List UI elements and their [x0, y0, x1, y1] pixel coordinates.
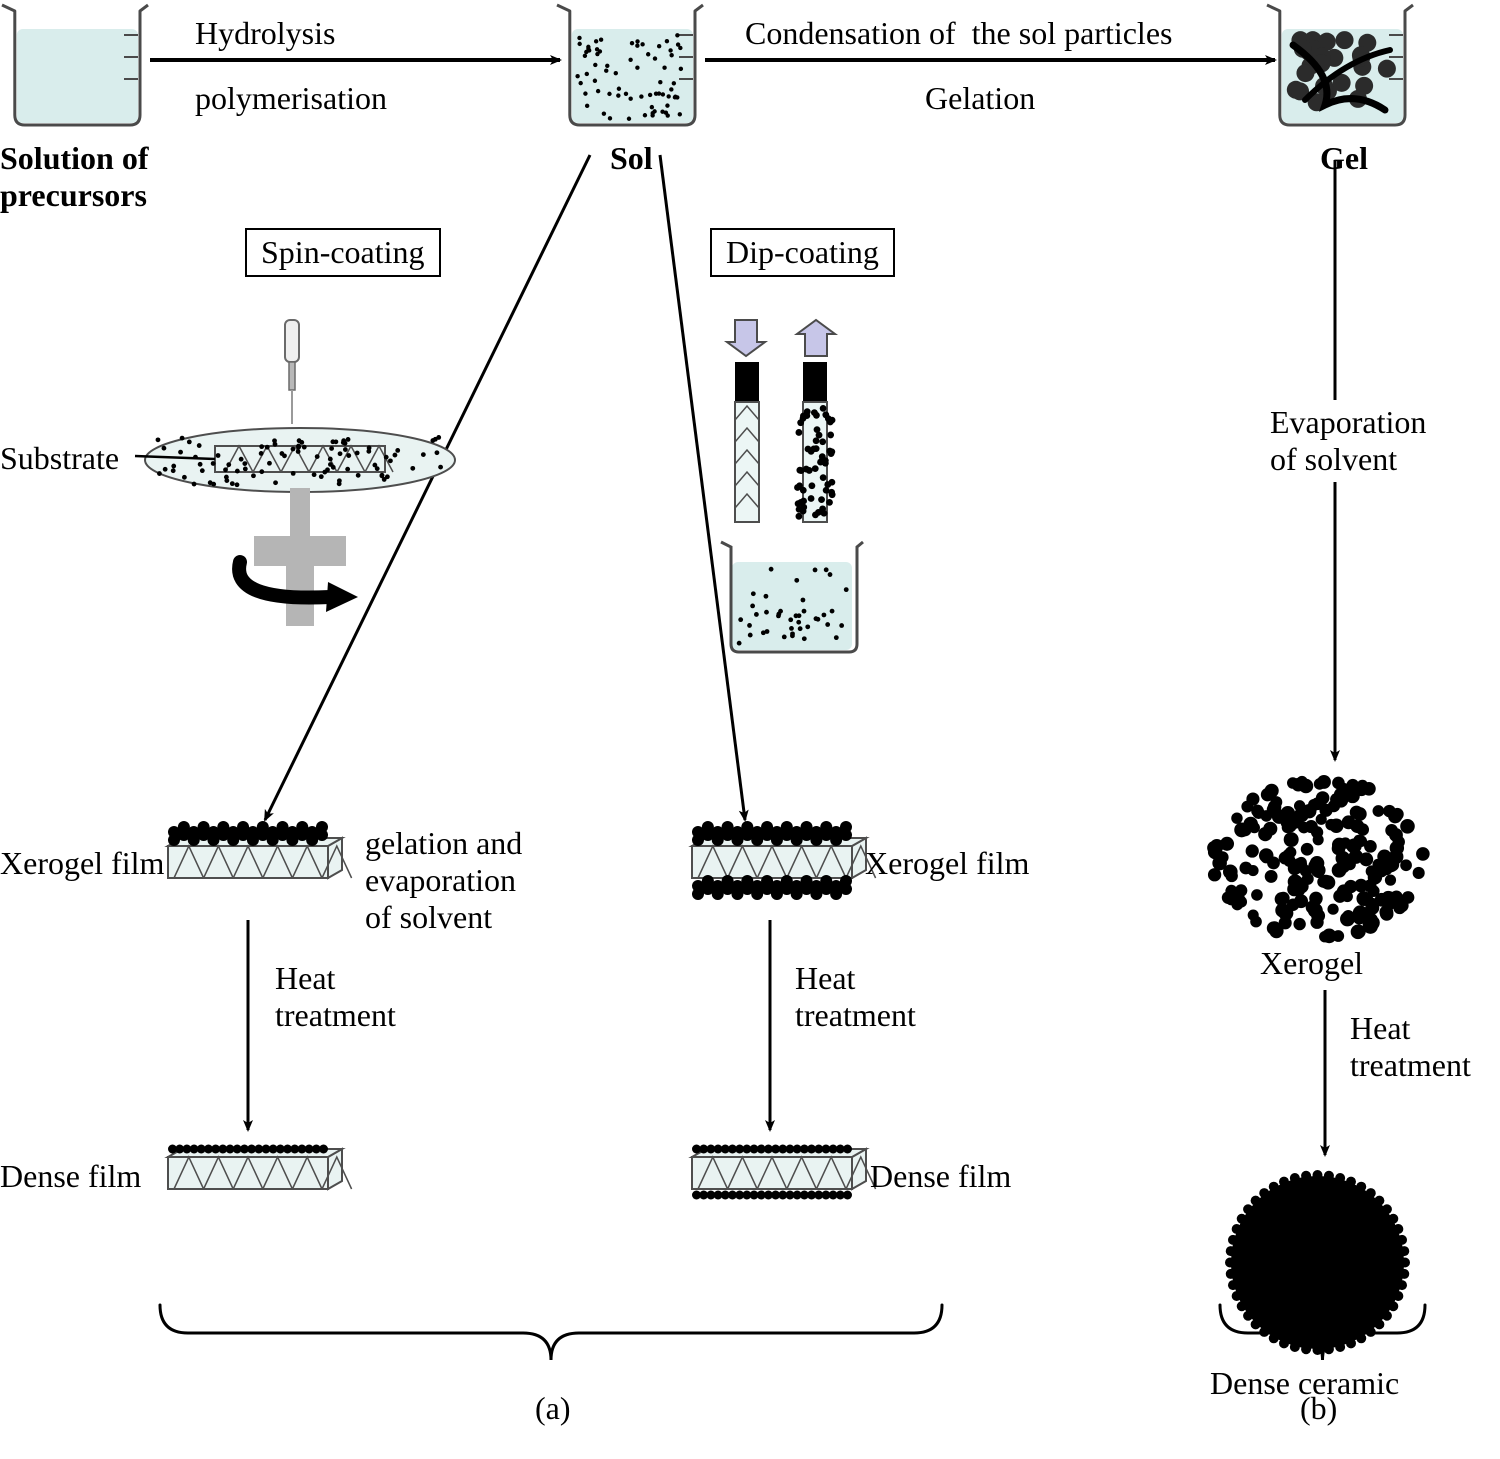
label-evap-solvent: Evaporation of solvent	[1270, 400, 1426, 482]
dip-coater-icon	[721, 320, 863, 652]
label-heat-treatment-right: Heat treatment	[795, 960, 916, 1034]
label-gelation: Gelation	[925, 80, 1035, 117]
diagram-graphics	[0, 0, 1500, 1459]
box-dip-coating-text: Dip-coating	[726, 234, 879, 270]
label-xerogel: Xerogel	[1260, 945, 1363, 982]
label-substrate: Substrate	[0, 440, 119, 477]
label-polymerisation: polymerisation	[195, 80, 387, 117]
label-gelation-evap: gelation and evaporation of solvent	[365, 825, 522, 935]
box-spin-coating-text: Spin-coating	[261, 234, 425, 270]
label-hydrolysis: Hydrolysis	[195, 15, 335, 52]
label-dense-film-left: Dense film	[0, 1158, 141, 1195]
label-xerogel-film-left: Xerogel film	[0, 845, 164, 882]
label-sol: Sol	[610, 140, 653, 177]
xerogel-icon	[1207, 775, 1430, 943]
label-dense-film-right: Dense film	[870, 1158, 1011, 1195]
label-gel: Gel	[1320, 140, 1368, 177]
spin-coater-icon	[135, 320, 455, 626]
figure-ref-a: (a)	[535, 1390, 571, 1427]
label-precursors: Solution of precursors	[0, 140, 148, 214]
diagram-stage: Solution of precursors Sol Gel Hydrolysi…	[0, 0, 1500, 1459]
box-dip-coating: Dip-coating	[710, 228, 895, 277]
label-xerogel-film-right: Xerogel film	[865, 845, 1029, 882]
box-spin-coating: Spin-coating	[245, 228, 441, 277]
label-heat-treatment-left: Heat treatment	[275, 960, 396, 1034]
label-condensation: Condensation of the sol particles	[745, 15, 1172, 52]
label-heat-treatment-3: Heat treatment	[1350, 1010, 1471, 1084]
figure-ref-b: (b)	[1300, 1390, 1337, 1427]
dense-ceramic-icon	[1225, 1170, 1410, 1355]
